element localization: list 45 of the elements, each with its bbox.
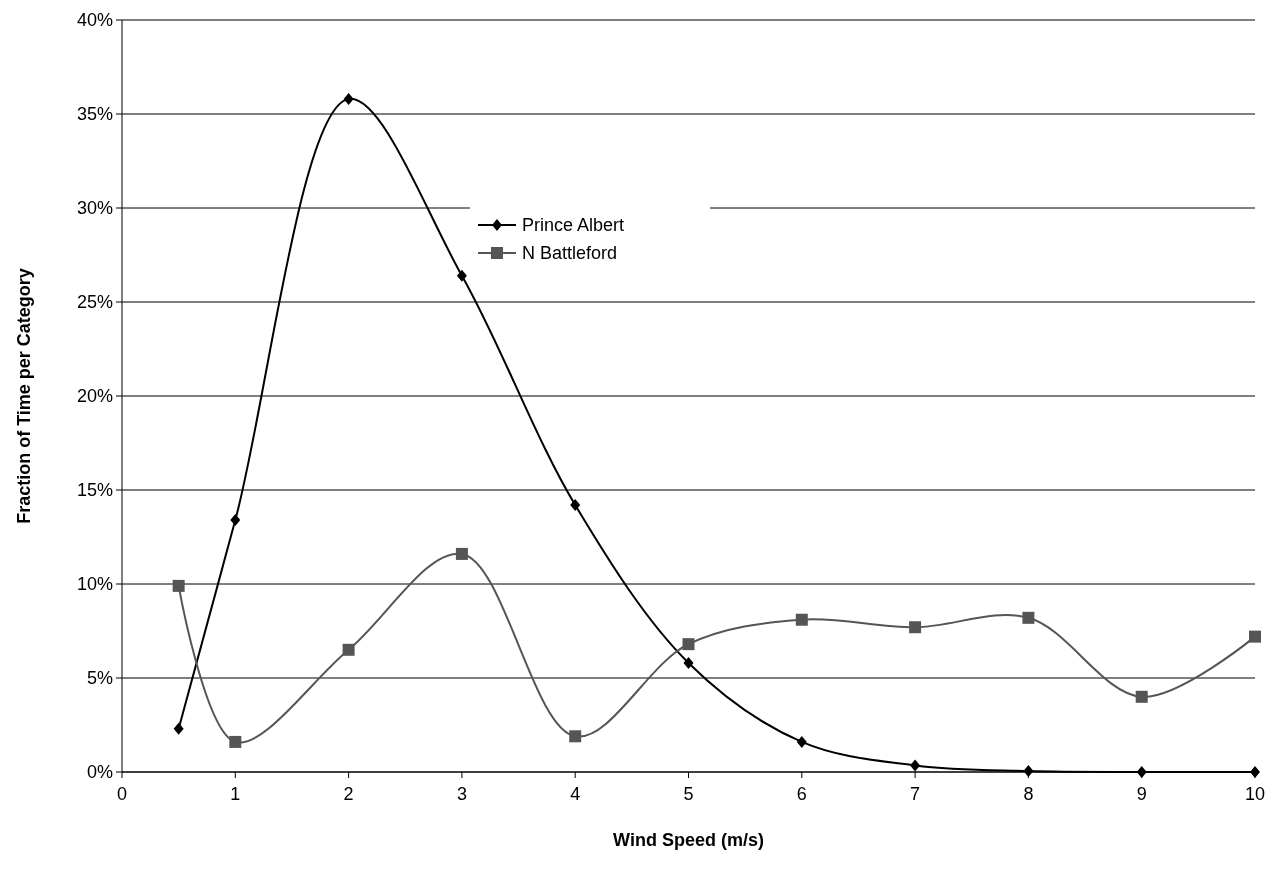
y-axis-title: Fraction of Time per Category [14, 268, 34, 524]
point [1136, 766, 1147, 778]
point [569, 730, 582, 743]
x-tick-label: 6 [796, 784, 807, 804]
point [570, 499, 581, 512]
point [796, 735, 807, 748]
point [172, 579, 185, 592]
x-tick-label: 8 [1023, 784, 1034, 804]
x-tick-label: 1 [230, 784, 241, 804]
point [455, 547, 468, 560]
y-tick-label: 0% [86, 762, 113, 783]
y-tick-label: 30% [76, 198, 113, 219]
x-tick-label: 7 [910, 784, 921, 804]
x-tick-label: 4 [570, 784, 581, 804]
point [1022, 611, 1035, 624]
x-tick-label: 10 [1244, 784, 1266, 804]
y-tick-label: 40% [76, 10, 113, 31]
y-tick-label: 20% [76, 386, 113, 407]
point [909, 621, 922, 634]
y-tick-label: 35% [76, 104, 113, 125]
x-tick-label: 2 [343, 784, 354, 804]
x-tick-label: 3 [456, 784, 467, 804]
point [795, 613, 808, 626]
x-tick-label: 5 [683, 784, 694, 804]
y-tick-label: 10% [76, 574, 113, 595]
x-tick-label: 0 [116, 784, 128, 804]
legend-label: Prince Albert [522, 215, 625, 236]
point [910, 759, 921, 772]
point [230, 514, 241, 527]
y-tick-label: 5% [86, 668, 113, 689]
x-tick-label: 9 [1136, 784, 1147, 804]
point [682, 638, 695, 651]
point [173, 722, 184, 735]
x-axis-title: Wind Speed (m/s) [613, 830, 764, 850]
point [229, 735, 242, 748]
point [456, 269, 467, 282]
point [1249, 630, 1261, 643]
point [1023, 765, 1034, 778]
y-tick-label: 15% [76, 480, 113, 501]
point [683, 656, 694, 669]
point [343, 92, 354, 105]
point [342, 643, 355, 656]
y-tick-label: 25% [76, 292, 113, 313]
point [1135, 690, 1148, 703]
legend-label: N Battleford [522, 243, 618, 264]
